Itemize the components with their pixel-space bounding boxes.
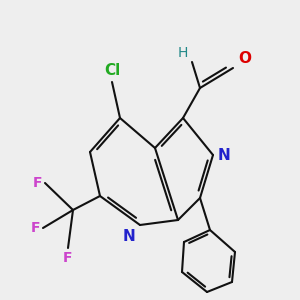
Text: O: O — [238, 51, 251, 66]
Text: N: N — [218, 148, 231, 163]
Text: Cl: Cl — [104, 63, 120, 78]
Text: F: F — [31, 221, 40, 235]
Text: H: H — [178, 46, 188, 60]
Text: F: F — [32, 176, 42, 190]
Text: F: F — [63, 251, 73, 265]
Text: N: N — [122, 229, 135, 244]
